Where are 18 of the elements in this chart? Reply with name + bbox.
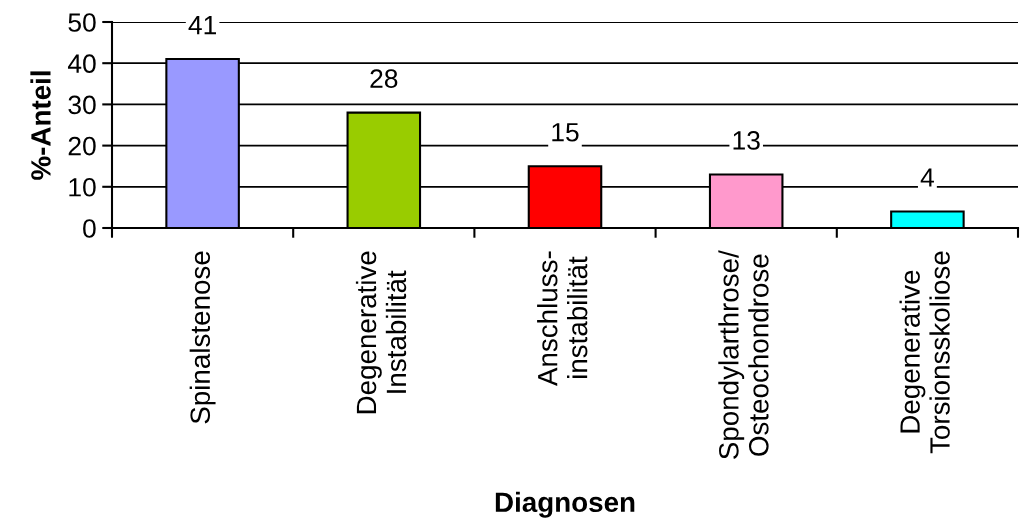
- y-tick-label: 40: [67, 54, 96, 74]
- x-tick-label: Spondylarthrose/ Osteochondrose: [718, 250, 769, 459]
- data-label: 28: [370, 69, 398, 88]
- data-label: 41: [188, 16, 216, 35]
- x-tick-label: Degenerative Instabilität: [355, 251, 407, 414]
- x-tick-label: Anschluss- instabilität: [537, 251, 588, 387]
- y-tick-label: 30: [68, 95, 96, 115]
- data-label: 4: [920, 168, 934, 187]
- data-label: 13: [733, 131, 760, 150]
- x-tick-label: Degenerative Torsionsskoliose: [899, 251, 950, 454]
- x-tick-label: Spinalstenose: [189, 251, 216, 424]
- y-axis-title: %-Anteil: [30, 71, 51, 180]
- y-tick-label: 10: [69, 177, 96, 197]
- y-tick-label: 50: [68, 13, 96, 32]
- data-label: 15: [552, 123, 579, 142]
- y-tick-label: 0: [83, 219, 96, 238]
- x-axis-title: Diagnosen: [495, 491, 635, 518]
- y-tick-label: 20: [68, 136, 96, 156]
